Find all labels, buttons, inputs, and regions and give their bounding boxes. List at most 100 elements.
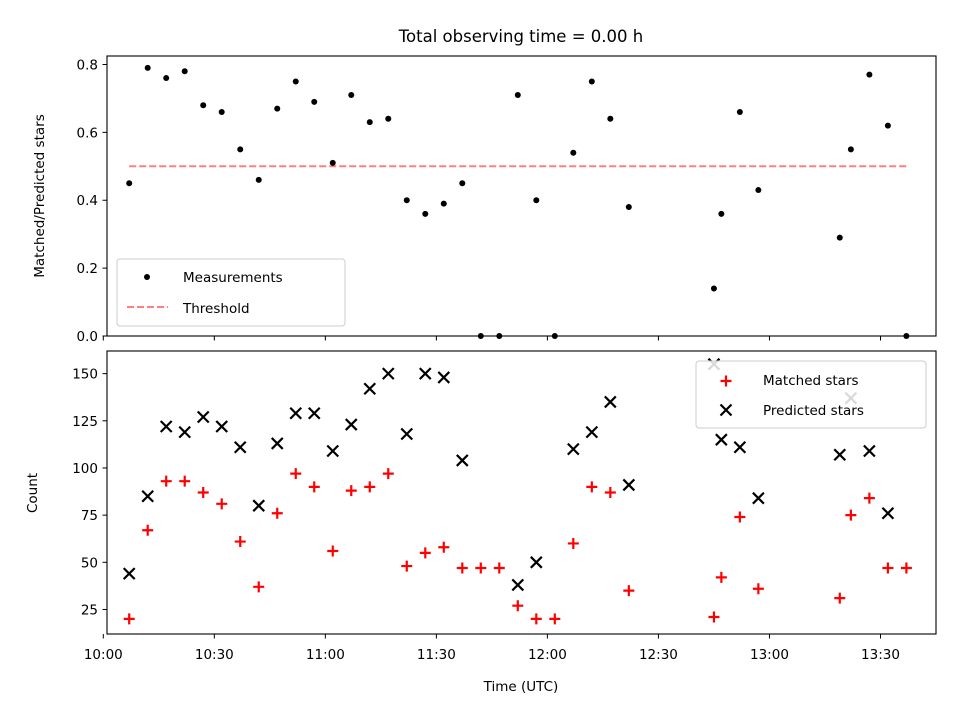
measurement-point <box>607 115 614 122</box>
measurement-point <box>533 197 540 204</box>
top-y-tick-label: 0.8 <box>77 57 98 73</box>
bottom-legend: Matched stars Predicted stars <box>695 360 927 429</box>
bottom-y-tick-label: 50 <box>81 555 98 571</box>
predicted-star-point <box>585 425 599 439</box>
bottom-y-tick-label: 75 <box>81 508 98 524</box>
measurement-point <box>459 180 466 187</box>
bottom-x-tick-label: 10:30 <box>195 647 234 663</box>
top-legend: Measurements Threshold <box>116 258 346 327</box>
matched-star-point <box>216 498 228 510</box>
measurement-point <box>422 210 429 217</box>
predicted-star-point <box>122 567 136 580</box>
matched-star-point <box>345 485 357 497</box>
matched-star-point <box>734 511 746 523</box>
predicted-star-point <box>567 442 580 456</box>
predicted-star-point <box>456 454 469 467</box>
measurement-point <box>514 92 521 99</box>
matched-star-point <box>179 475 191 487</box>
measurement-point <box>836 234 843 241</box>
predicted-star-point <box>159 420 173 433</box>
matched-star-point <box>123 613 135 625</box>
predicted-star-point <box>437 371 451 384</box>
bottom-legend-box <box>695 360 927 429</box>
measurement-point <box>588 78 595 85</box>
predicted-star-point <box>863 444 876 458</box>
measurement-point <box>144 64 151 71</box>
top-legend-box <box>116 258 346 327</box>
predicted-star-point <box>511 578 525 592</box>
measurement-point <box>255 176 262 183</box>
legend-label-threshold: Threshold <box>182 301 250 317</box>
predicted-star-point <box>270 437 284 450</box>
matched-star-point <box>512 600 524 612</box>
measurement-point <box>847 146 854 153</box>
matched-star-point <box>493 562 505 574</box>
measurement-point <box>329 159 336 166</box>
legend-label-measurements: Measurements <box>183 270 283 286</box>
bottom-y-tick-label: 100 <box>72 461 98 477</box>
predicted-star-point <box>215 420 229 433</box>
predicted-star-point <box>715 433 728 446</box>
matched-star-point <box>549 613 561 625</box>
predicted-star-point <box>178 425 191 439</box>
matched-star-point <box>438 541 450 553</box>
matched-star-point <box>845 509 857 521</box>
top-plot: Total observing time = 0.00 h Matched/Pr… <box>32 27 937 345</box>
matched-star-point <box>364 481 376 493</box>
predicted-star-point <box>363 382 377 396</box>
bottom-y-tick-label: 150 <box>72 367 98 383</box>
predicted-star-point <box>752 491 765 505</box>
measurement-point <box>237 146 244 153</box>
matched-star-point <box>197 487 209 498</box>
bottom-x-tick-label: 10:00 <box>84 647 123 663</box>
measurement-point <box>440 200 447 207</box>
matched-star-point <box>882 562 894 574</box>
matched-star-point <box>234 536 246 548</box>
measurement-point <box>163 75 170 82</box>
predicted-star-point <box>400 427 414 441</box>
measurement-point <box>625 204 632 211</box>
predicted-star-point <box>344 418 358 431</box>
top-y-tick-label: 0.6 <box>77 125 98 141</box>
matched-star-point <box>586 481 598 493</box>
legend-marker-matched-stars <box>720 375 732 387</box>
measurement-point <box>366 119 373 126</box>
matched-star-point <box>142 524 154 536</box>
bottom-y-axis-label: Count <box>25 473 41 513</box>
bottom-x-axis-label: Time (UTC) <box>483 679 559 695</box>
predicted-star-point <box>141 489 154 503</box>
predicted-star-point <box>326 444 340 458</box>
matched-star-point <box>863 492 875 504</box>
matched-star-point <box>308 481 320 493</box>
top-y-tick-label: 0.2 <box>77 261 98 277</box>
bottom-y-tick-label: 25 <box>81 602 98 618</box>
measurement-point <box>403 197 410 204</box>
matched-star-point <box>708 611 720 623</box>
matched-star-point <box>604 487 616 498</box>
predicted-star-point <box>604 395 617 409</box>
measurement-point <box>866 71 873 78</box>
top-y-tick-label: 0.0 <box>77 329 98 345</box>
measurement-point <box>181 68 188 75</box>
matched-star-point <box>530 613 542 625</box>
predicted-star-point <box>289 406 303 420</box>
legend-label-predicted-stars: Predicted stars <box>763 403 864 419</box>
predicted-star-point <box>307 406 321 420</box>
measurement-point <box>570 149 577 156</box>
measurement-point <box>385 115 392 122</box>
matched-star-point <box>271 507 283 519</box>
measurement-point <box>292 78 299 85</box>
bottom-x-tick-label: 13:00 <box>750 647 789 663</box>
predicted-star-point <box>196 410 210 424</box>
measurement-point <box>218 109 225 115</box>
measurement-point <box>718 210 725 217</box>
top-y-tick-label: 0.4 <box>77 193 98 209</box>
matched-star-point <box>290 468 302 480</box>
matched-star-point <box>900 562 912 574</box>
legend-marker-measurements <box>144 274 150 280</box>
matched-star-point <box>475 562 487 574</box>
measurement-point <box>348 92 355 99</box>
